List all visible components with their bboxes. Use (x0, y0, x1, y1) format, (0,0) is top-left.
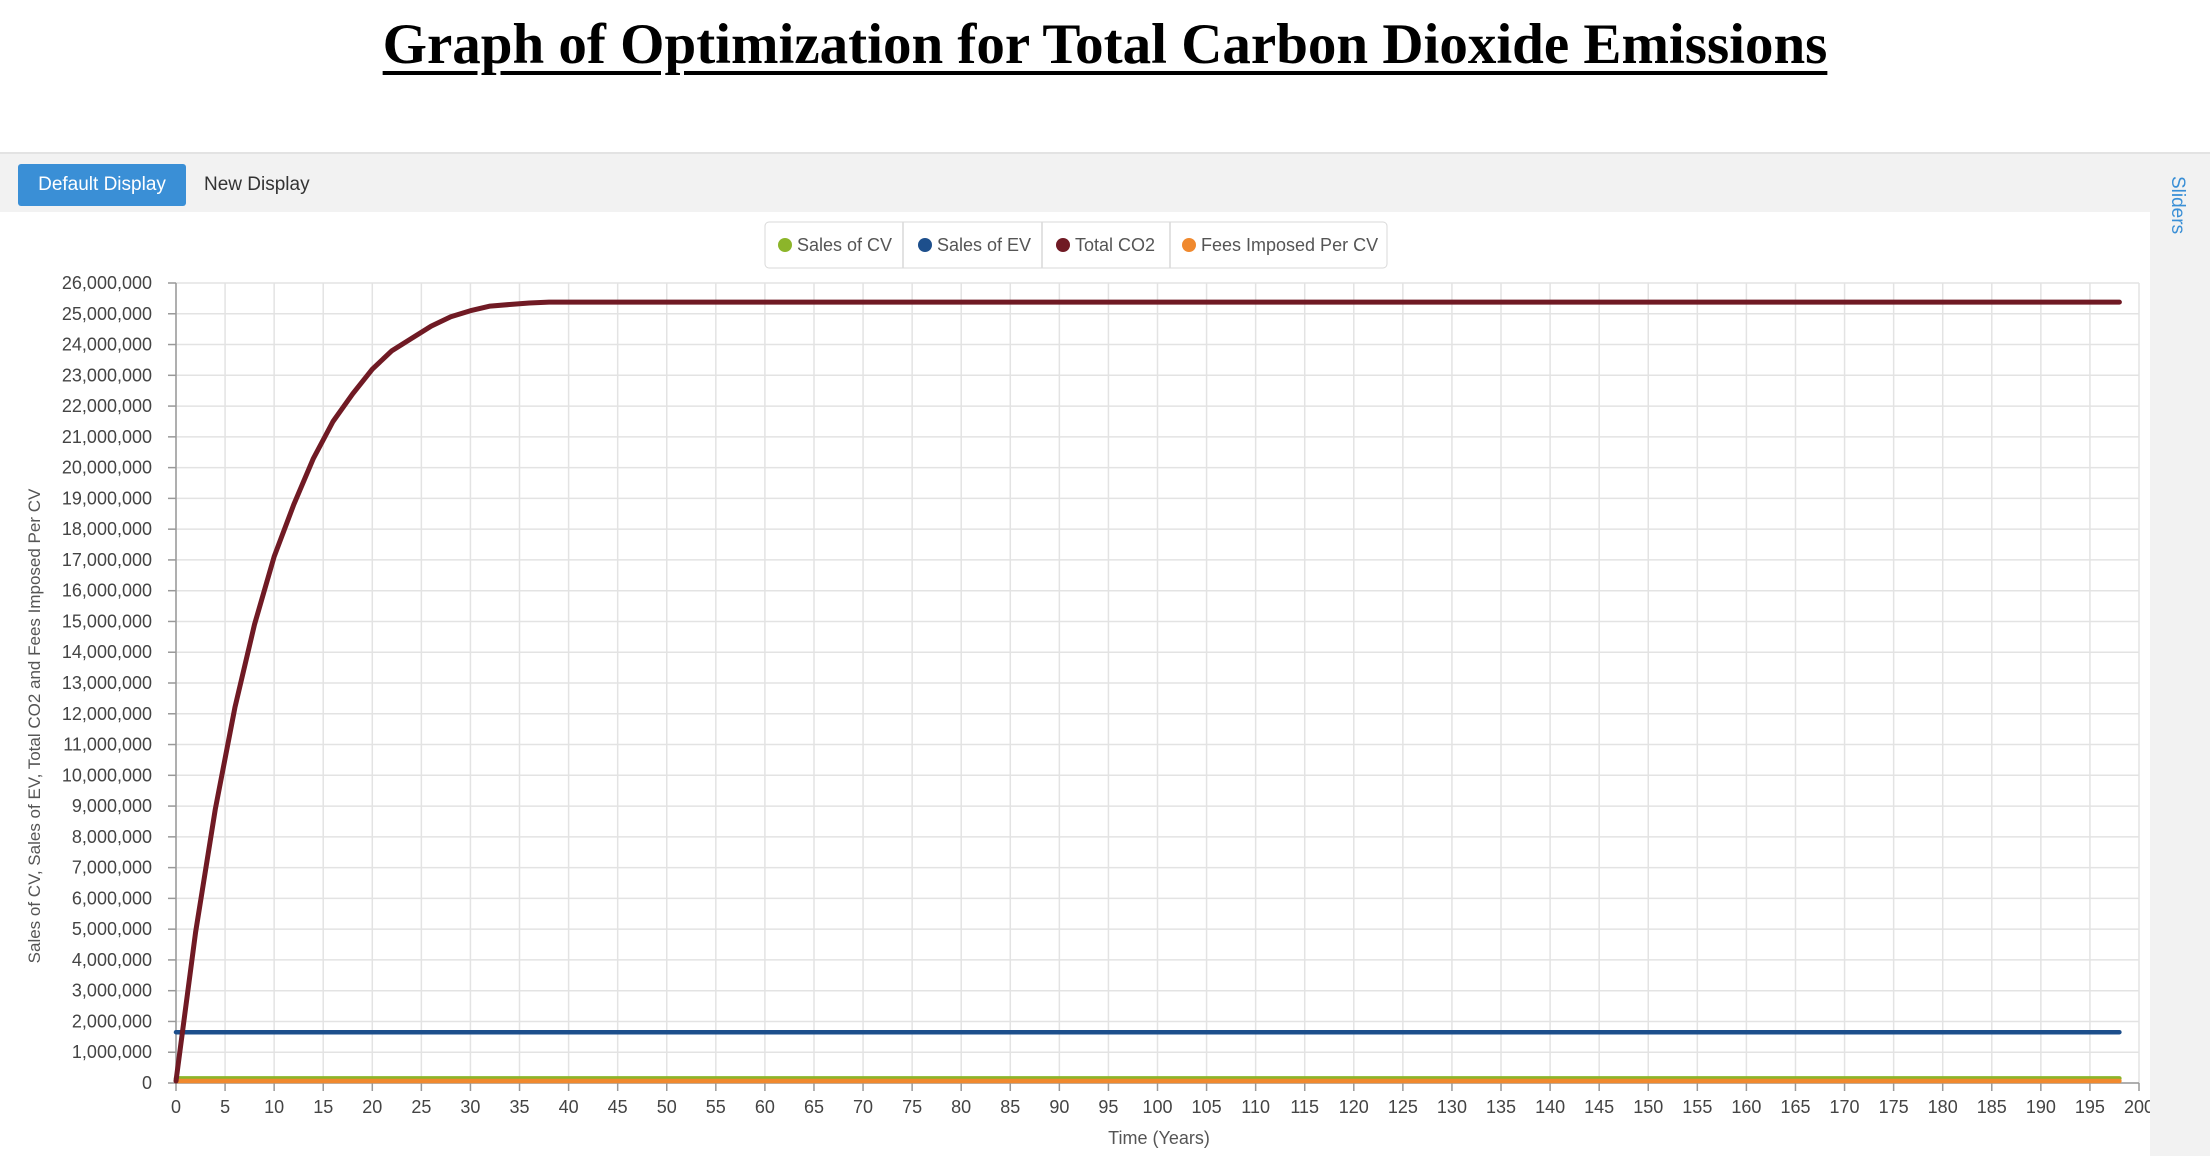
display-toolbar: Default Display New Display (0, 154, 2150, 212)
y-tick-label: 1,000,000 (72, 1042, 152, 1062)
x-tick-label: 120 (1339, 1097, 1369, 1117)
x-tick-label: 125 (1388, 1097, 1418, 1117)
x-tick-label: 40 (559, 1097, 579, 1117)
legend: Sales of CV Sales of EV Total CO2 Fees Impo… (764, 221, 1388, 269)
x-tick-label: 200 (2124, 1097, 2150, 1117)
x-tick-label: 55 (706, 1097, 726, 1117)
legend-item-fees-imposed-per-cv[interactable]: Fees Imposed Per CV (1201, 235, 1378, 255)
y-tick-label: 2,000,000 (72, 1011, 152, 1031)
page-title-text: Graph of Optimization for Total Carbon D… (382, 13, 1828, 76)
x-tick-label: 35 (510, 1097, 530, 1117)
x-tick-label: 95 (1098, 1097, 1118, 1117)
y-tick-label: 9,000,000 (72, 796, 152, 816)
sliders-tab[interactable]: Sliders (2160, 174, 2200, 294)
x-tick-label: 85 (1000, 1097, 1020, 1117)
y-tick-label: 14,000,000 (62, 642, 152, 662)
legend-marker-fees-imposed-per-cv (1182, 238, 1196, 252)
x-tick-label: 80 (951, 1097, 971, 1117)
legend-marker-sales-of-ev (918, 238, 932, 252)
x-tick-label: 30 (460, 1097, 480, 1117)
y-tick-label: 8,000,000 (72, 827, 152, 847)
x-tick-label: 105 (1192, 1097, 1222, 1117)
x-tick-label: 135 (1486, 1097, 1516, 1117)
y-tick-label: 15,000,000 (62, 611, 152, 631)
x-tick-label: 25 (411, 1097, 431, 1117)
y-tick-label: 25,000,000 (62, 304, 152, 324)
x-tick-label: 175 (1879, 1097, 1909, 1117)
y-tick-label: 12,000,000 (62, 704, 152, 724)
y-tick-label: 13,000,000 (62, 673, 152, 693)
x-tick-label: 195 (2075, 1097, 2105, 1117)
x-tick-label: 0 (171, 1097, 181, 1117)
x-tick-label: 190 (2026, 1097, 2056, 1117)
y-tick-label: 23,000,000 (62, 365, 152, 385)
y-tick-label: 20,000,000 (62, 458, 152, 478)
default-display-button[interactable]: Default Display (18, 164, 186, 206)
grid-lines (175, 282, 2140, 1084)
legend-marker-total-co2 (1056, 238, 1070, 252)
x-tick-label: 140 (1535, 1097, 1565, 1117)
x-tick-label: 50 (657, 1097, 677, 1117)
legend-item-total-co2[interactable]: Total CO2 (1075, 235, 1155, 255)
x-tick-label: 165 (1780, 1097, 1810, 1117)
chart-panel: Default Display New Display Sales of CV S… (0, 152, 2210, 1156)
x-tick-label: 110 (1241, 1097, 1270, 1117)
x-tick-label: 60 (755, 1097, 775, 1117)
x-tick-label: 65 (804, 1097, 824, 1117)
x-tick-label: 130 (1437, 1097, 1467, 1117)
y-tick-label: 6,000,000 (72, 888, 152, 908)
x-axis-label: Time (Years) (1108, 1128, 1210, 1148)
page-title: Graph of Optimization for Total Carbon D… (0, 12, 2210, 77)
y-tick-label: 26,000,000 (62, 273, 152, 293)
y-tick-label: 16,000,000 (62, 581, 152, 601)
y-tick-label: 7,000,000 (72, 858, 152, 878)
y-tick-label: 22,000,000 (62, 396, 152, 416)
y-tick-label: 24,000,000 (62, 335, 152, 355)
x-tick-label: 90 (1049, 1097, 1069, 1117)
line-chart: Sales of CV Sales of EV Total CO2 Fees Impo… (25, 221, 2154, 1148)
y-tick-label: 5,000,000 (72, 919, 152, 939)
x-tick-label: 150 (1633, 1097, 1663, 1117)
x-tick-label: 170 (1830, 1097, 1860, 1117)
legend-item-sales-of-ev[interactable]: Sales of EV (937, 235, 1031, 255)
y-tick-label: 18,000,000 (62, 519, 152, 539)
y-tick-label: 3,000,000 (72, 981, 152, 1001)
y-tick-label: 10,000,000 (62, 765, 152, 785)
x-tick-label: 160 (1731, 1097, 1761, 1117)
plot-area: Sales of CV Sales of EV Total CO2 Fees Impo… (0, 212, 2154, 1156)
legend-item-sales-of-cv[interactable]: Sales of CV (797, 235, 892, 255)
x-tick-label: 100 (1142, 1097, 1172, 1117)
y-tick-label: 19,000,000 (62, 488, 152, 508)
legend-box (764, 221, 1388, 269)
x-tick-label: 155 (1682, 1097, 1712, 1117)
x-tick-label: 75 (902, 1097, 922, 1117)
x-tick-label: 10 (264, 1097, 284, 1117)
x-tick-label: 145 (1584, 1097, 1614, 1117)
x-tick-label: 70 (853, 1097, 873, 1117)
x-tick-label: 20 (362, 1097, 382, 1117)
x-tick-label: 180 (1928, 1097, 1958, 1117)
legend-marker-sales-of-cv (778, 238, 792, 252)
series-lines (173, 299, 2122, 1084)
y-tick-label: 21,000,000 (62, 427, 152, 447)
x-tick-label: 45 (608, 1097, 628, 1117)
series-line-total-co2[interactable] (173, 299, 2122, 1084)
new-display-button[interactable]: New Display (204, 174, 310, 195)
x-tick-label: 15 (313, 1097, 333, 1117)
y-tick-label: 17,000,000 (62, 550, 152, 570)
x-tick-label: 5 (220, 1097, 230, 1117)
x-tick-label: 185 (1977, 1097, 2007, 1117)
y-tick-label: 0 (142, 1073, 152, 1093)
x-tick-label: 115 (1290, 1097, 1319, 1117)
y-tick-label: 11,000,000 (63, 735, 152, 755)
y-axis-label: Sales of CV, Sales of EV, Total CO2 and … (25, 488, 44, 963)
y-tick-label: 4,000,000 (72, 950, 152, 970)
sliders-tab-label: Sliders (2167, 176, 2188, 235)
